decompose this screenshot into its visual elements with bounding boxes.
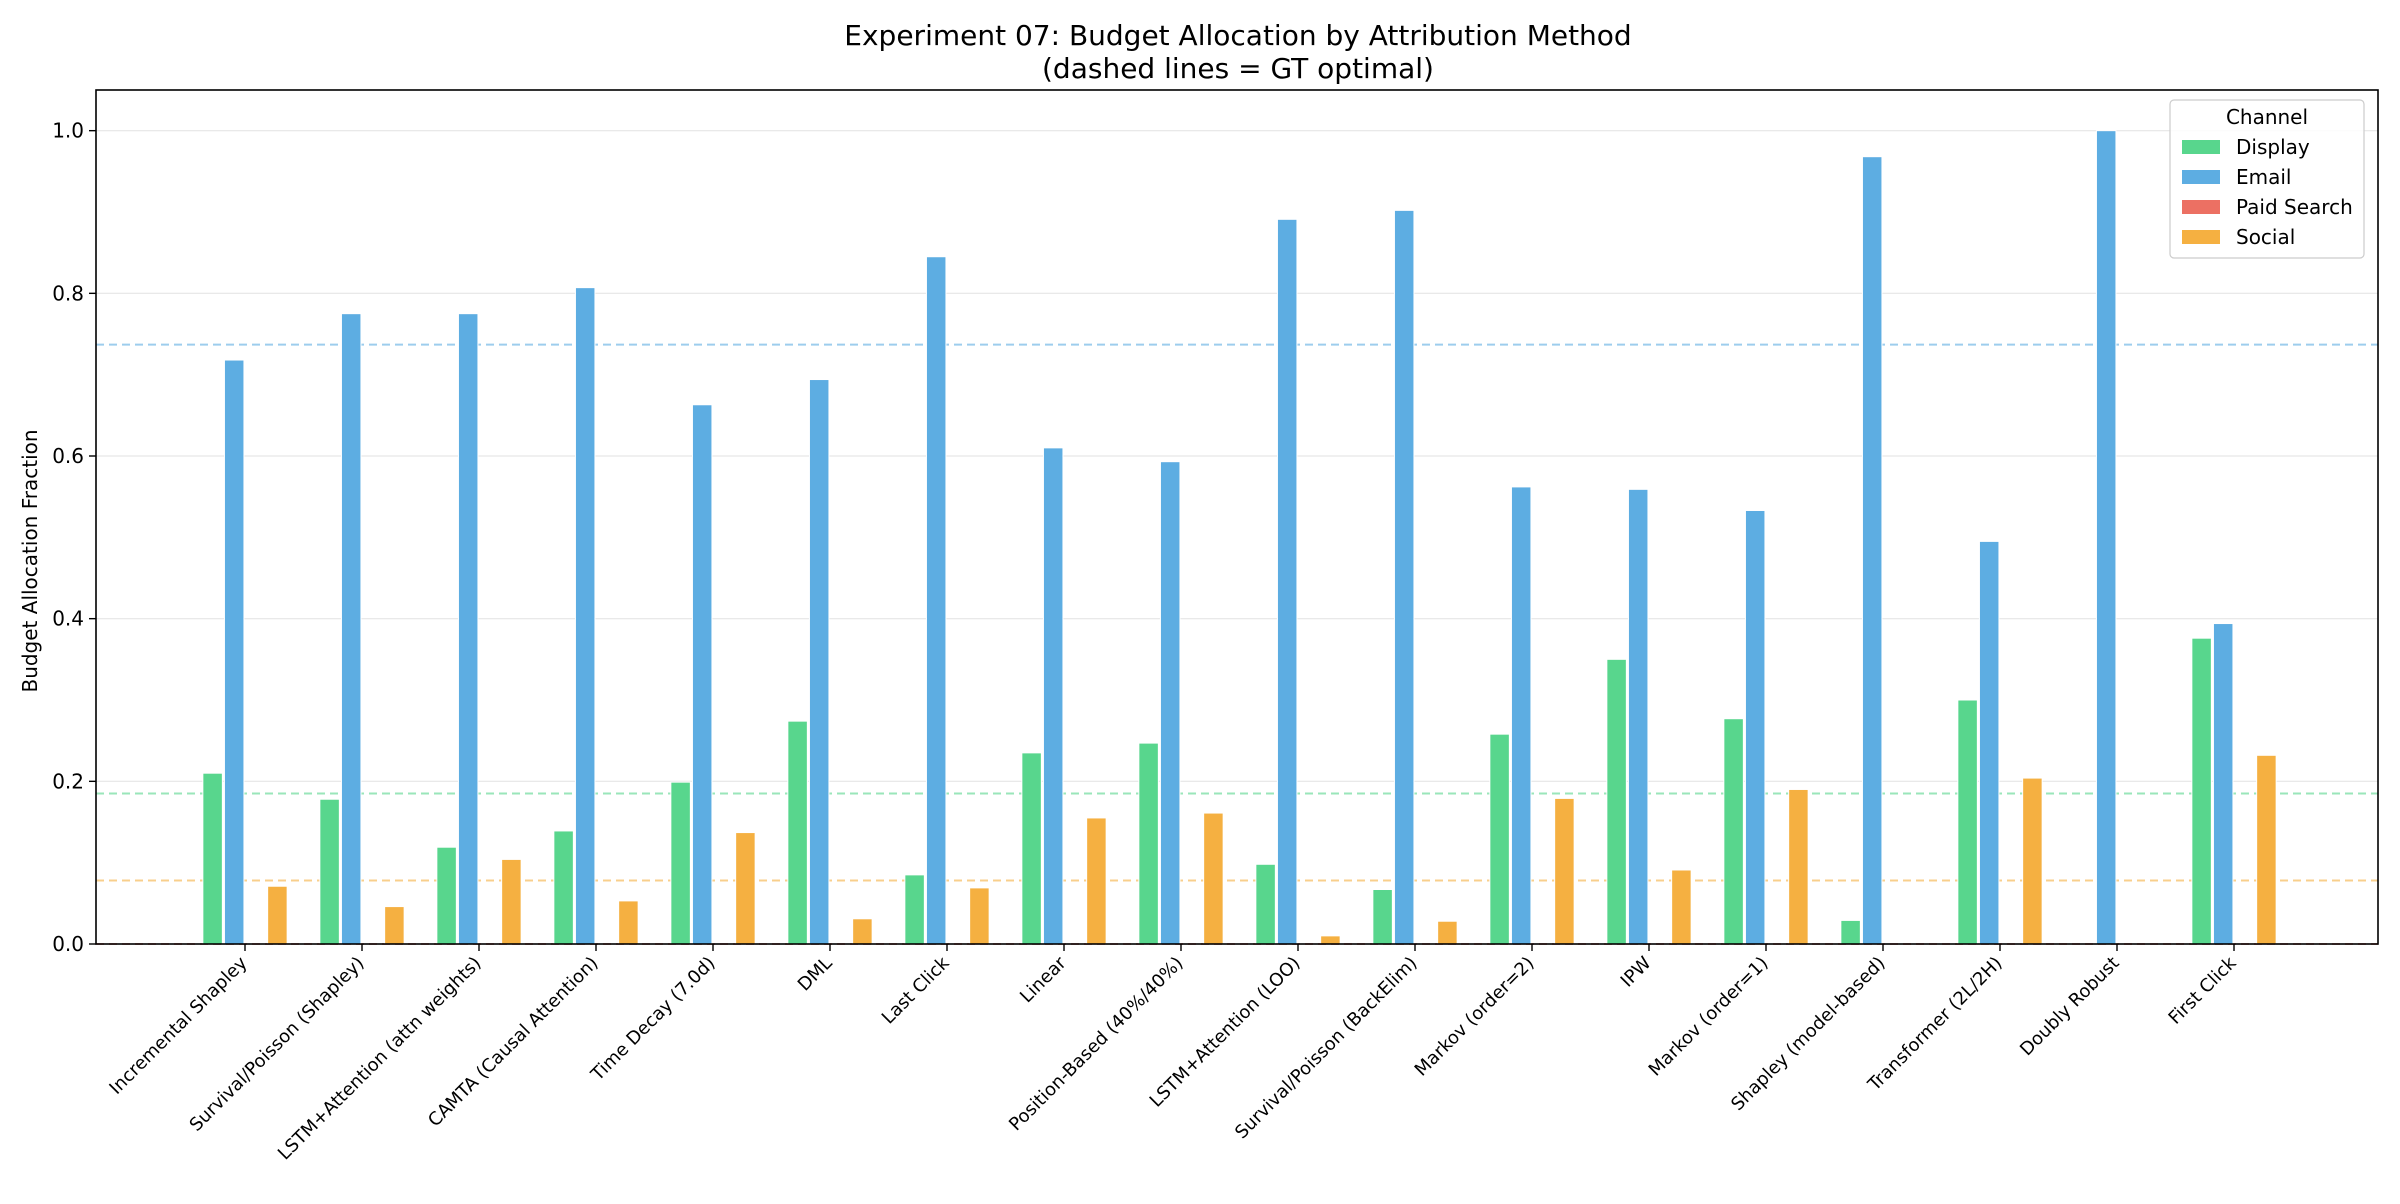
y-axis-label: Budget Allocation Fraction (18, 429, 42, 692)
bar-social (2022, 777, 2043, 945)
y-tick-label: 0.2 (52, 769, 84, 793)
x-tick-label: Linear (1016, 952, 1071, 1007)
bar-email (1276, 218, 1298, 945)
bar-email (2212, 623, 2234, 945)
bar-social (1788, 788, 1809, 945)
bar-display (319, 798, 340, 945)
bar-display (670, 781, 691, 945)
bar-social (1437, 920, 1458, 945)
chart-subtitle: (dashed lines = GT optimal) (1042, 52, 1434, 85)
bar-email (1744, 509, 1766, 945)
legend-label-paid-search: Paid Search (2236, 195, 2353, 219)
bar-email (1042, 447, 1064, 945)
x-tick-label: Survival/Poisson (BackElim) (1231, 953, 1422, 1144)
bar-email (340, 313, 362, 945)
y-tick-label: 0.0 (52, 932, 84, 956)
bar-display (1255, 863, 1276, 945)
bar-social (267, 885, 288, 945)
bar-email (2095, 130, 2117, 945)
y-tick-label: 0.8 (52, 281, 84, 305)
legend-swatch-display (2182, 140, 2220, 154)
bar-display (787, 720, 808, 945)
legend-label-email: Email (2236, 165, 2292, 189)
x-tick-label: Last Click (878, 952, 954, 1028)
bar-social (501, 858, 522, 945)
legend-title: Channel (2226, 105, 2308, 129)
x-tick-label: Doubly Robust (2016, 953, 2124, 1061)
x-tick-label: DML (794, 953, 837, 996)
bar-social (2256, 754, 2277, 945)
bar-email (1159, 461, 1181, 945)
x-tick-label: LSTM+Attention (attn weights) (274, 953, 486, 1165)
bar-email (457, 313, 479, 945)
bar-display (2191, 637, 2212, 945)
bar-display (1021, 752, 1042, 945)
bar-email (223, 359, 245, 945)
legend-label-display: Display (2236, 135, 2310, 159)
bar-email (925, 256, 947, 945)
bar-display (1489, 733, 1510, 945)
bar-social (1554, 797, 1575, 945)
legend-box (2169, 99, 2365, 259)
legend-swatch-social (2182, 230, 2220, 244)
y-tick-label: 0.6 (52, 444, 84, 468)
bar-social (969, 887, 990, 945)
bar-email (574, 287, 596, 945)
y-tick-label: 0.4 (52, 607, 84, 631)
bar-social (1203, 812, 1224, 945)
bar-email (691, 404, 713, 945)
bar-display (1840, 919, 1861, 945)
bar-email (808, 379, 830, 945)
bar-social (618, 900, 639, 945)
bar-display (553, 830, 574, 945)
x-tick-label: Time Decay (7.0d) (587, 953, 720, 1086)
legend-swatch-paid-search (2182, 200, 2220, 214)
bar-social (1086, 817, 1107, 945)
bar-display (904, 874, 925, 945)
bar-email (1510, 486, 1532, 945)
bar-social (852, 918, 873, 945)
bar-display (436, 846, 457, 945)
legend-swatch-email (2182, 170, 2220, 184)
bar-email (1393, 209, 1415, 945)
x-tick-label: Markov (order=1) (1645, 953, 1773, 1081)
x-tick-label: Transformer (2L/2H) (1863, 953, 2006, 1096)
bar-display (1723, 718, 1744, 945)
bar-social (1671, 869, 1692, 945)
bar-display (1138, 742, 1159, 945)
bar-email (1978, 540, 2000, 945)
bar-display (1957, 699, 1978, 945)
x-tick-label: First Click (2165, 952, 2241, 1028)
bar-display (202, 772, 223, 945)
chart-title: Experiment 07: Budget Allocation by Attr… (844, 19, 1631, 52)
bar-social (384, 906, 405, 945)
x-tick-label: IPW (1617, 953, 1656, 992)
bar-display (1606, 658, 1627, 945)
bar-social (1320, 935, 1341, 945)
plot-frame (95, 89, 2379, 945)
bar-social (735, 832, 756, 945)
bar-display (1372, 889, 1393, 945)
bar-email (1627, 488, 1649, 945)
y-tick-label: 1.0 (52, 119, 84, 143)
x-tick-label: Markov (order=2) (1411, 953, 1539, 1081)
legend-label-social: Social (2236, 225, 2295, 249)
bar-email (1861, 156, 1883, 945)
